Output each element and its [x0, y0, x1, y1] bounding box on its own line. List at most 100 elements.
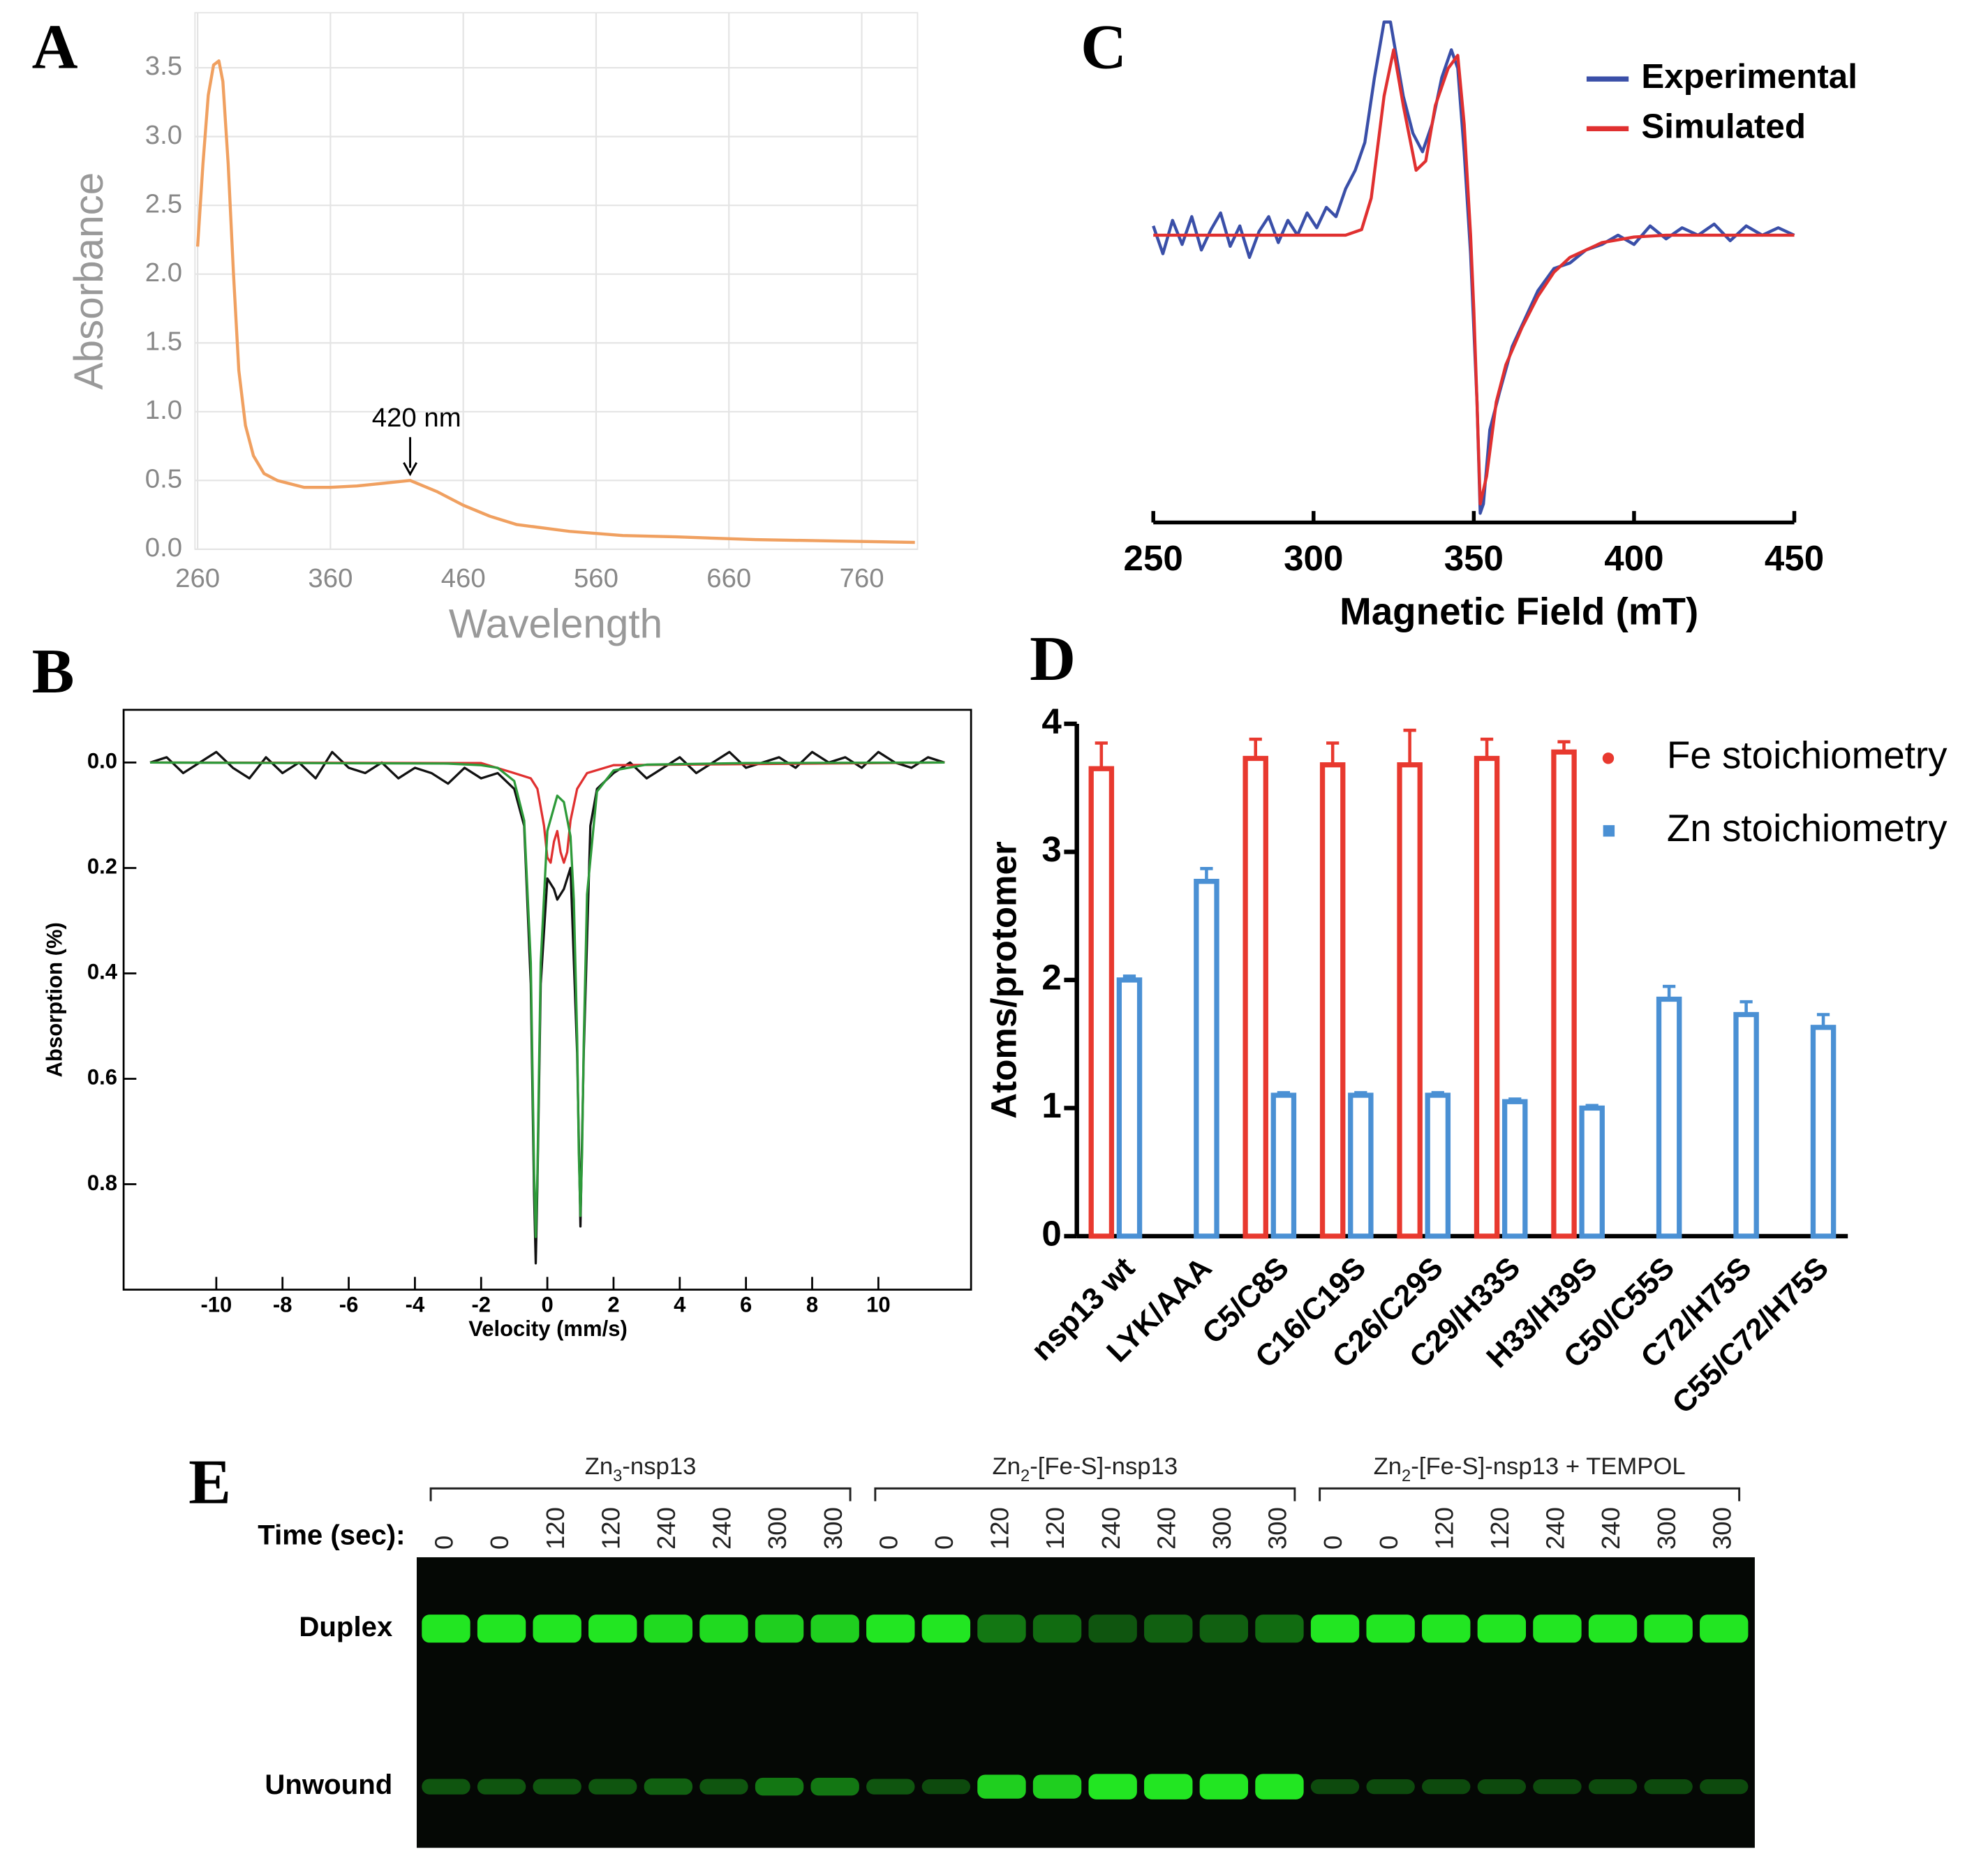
gel-image: [416, 1557, 1755, 1848]
x-tick-label: -6: [339, 1293, 359, 1317]
gel-band: [699, 1779, 748, 1795]
gel-band: [1199, 1774, 1249, 1799]
gel-band: [1366, 1779, 1415, 1795]
gel-band: [1088, 1615, 1137, 1643]
gel-band: [699, 1615, 748, 1643]
y-tick-label: 1.0: [145, 395, 182, 425]
legend-label: Fe stoichiometry: [1667, 734, 1948, 777]
lane-time: 0: [1319, 1536, 1347, 1550]
lane-time: 0: [430, 1536, 459, 1550]
gel-band: [1422, 1779, 1471, 1795]
annotation: 420 nm: [372, 403, 461, 433]
gel-band: [921, 1779, 971, 1795]
gel-band: [1533, 1615, 1582, 1643]
x-tick-label: 4: [674, 1293, 686, 1317]
lane-time: 300: [819, 1507, 847, 1550]
gel-band: [755, 1615, 804, 1643]
x-axis-label: Velocity (mm/s): [468, 1316, 628, 1341]
gel-band: [810, 1777, 859, 1796]
y-tick-label: 3.5: [145, 51, 182, 81]
x-tick-label: 360: [308, 563, 353, 593]
x-tick-label: 300: [1284, 538, 1343, 578]
gel-band: [1310, 1615, 1360, 1643]
group-label-part: 2: [1021, 1467, 1030, 1485]
data-line: [150, 761, 945, 1238]
x-tick-label: 760: [840, 563, 884, 593]
x-tick-label: 250: [1124, 538, 1183, 578]
gel-band: [1255, 1615, 1304, 1643]
x-tick-label: 460: [441, 563, 486, 593]
data-line: [1153, 48, 1795, 506]
x-tick-label: 2: [607, 1293, 619, 1317]
bar: [1579, 1105, 1605, 1239]
group-label-part: 3: [613, 1467, 622, 1485]
bar: [1116, 977, 1143, 1239]
gel-band: [422, 1779, 470, 1795]
bar: [1474, 755, 1500, 1239]
bar: [1733, 1011, 1759, 1239]
y-tick-label: 2.0: [145, 258, 182, 288]
x-tick-label: 6: [740, 1293, 752, 1317]
gel-band: [810, 1615, 859, 1643]
group-bracket: [429, 1487, 852, 1501]
group-label: Zn3-nsp13: [585, 1453, 697, 1485]
bar: [1551, 749, 1577, 1239]
x-tick-label: 560: [574, 563, 618, 593]
y-tick-label: 0.8: [87, 1171, 117, 1195]
x-tick-label: 0: [541, 1293, 553, 1317]
legend-swatch: [1603, 825, 1615, 837]
gel-band: [1644, 1615, 1693, 1643]
group-label-part: -[Fe-S]-nsp13: [1030, 1453, 1178, 1480]
panel-label: A: [32, 12, 78, 82]
bar: [1270, 1092, 1297, 1239]
group-label-part: Zn: [585, 1453, 613, 1480]
gel-band: [1199, 1615, 1249, 1643]
legend-label: Zn stoichiometry: [1667, 806, 1948, 849]
bar: [1656, 996, 1682, 1239]
gel-band: [977, 1774, 1026, 1799]
gel-band: [1644, 1779, 1693, 1795]
lane-time: 240: [1097, 1507, 1125, 1550]
bar: [1425, 1092, 1451, 1239]
gel-band: [477, 1779, 526, 1795]
y-tick-label: 0.4: [87, 960, 118, 984]
y-tick-label: 0.0: [87, 749, 117, 773]
lane-time: 0: [874, 1536, 903, 1550]
group-label-part: -[Fe-S]-nsp13 + TEMPOL: [1411, 1453, 1685, 1480]
gel-band: [1366, 1615, 1415, 1643]
group-label: Zn2-[Fe-S]-nsp13 + TEMPOL: [1374, 1453, 1686, 1485]
gel-band: [644, 1778, 693, 1795]
gel-band: [1700, 1779, 1749, 1795]
y-tick-label: 1: [1041, 1085, 1061, 1125]
gel-band: [977, 1615, 1026, 1643]
x-tick-label: 350: [1444, 538, 1504, 578]
x-tick-label: 10: [866, 1293, 890, 1317]
lane-time: 120: [596, 1507, 625, 1550]
group-bracket: [1319, 1487, 1741, 1501]
lane-time: 240: [708, 1507, 736, 1550]
y-axis-label: Absorbance: [66, 172, 112, 390]
x-axis-label: Magnetic Field (mT): [1340, 589, 1698, 632]
lane-time: 0: [1374, 1536, 1403, 1550]
row-label: Duplex: [299, 1611, 393, 1642]
lane-time: 240: [652, 1507, 681, 1550]
lane-time: 240: [1541, 1507, 1570, 1550]
y-tick-label: 3.0: [145, 120, 182, 150]
lane-time: 120: [986, 1507, 1014, 1550]
gel-band: [921, 1615, 971, 1643]
lane-time: 120: [1485, 1507, 1514, 1550]
legend-label: Simulated: [1641, 107, 1806, 145]
data-line: [150, 761, 945, 864]
gel-band: [866, 1779, 915, 1795]
gel-band: [1144, 1615, 1193, 1643]
y-tick-label: 0.5: [145, 463, 182, 494]
panel-label: D: [1030, 623, 1076, 694]
group-label-part: -nsp13: [622, 1453, 696, 1480]
lane-time: 300: [1208, 1507, 1236, 1550]
gel-band: [1700, 1615, 1749, 1643]
lane-time: 300: [1707, 1507, 1736, 1550]
y-tick-label: 0.0: [145, 533, 182, 563]
y-tick-label: 0: [1041, 1213, 1061, 1253]
x-tick-label: -8: [273, 1293, 292, 1317]
